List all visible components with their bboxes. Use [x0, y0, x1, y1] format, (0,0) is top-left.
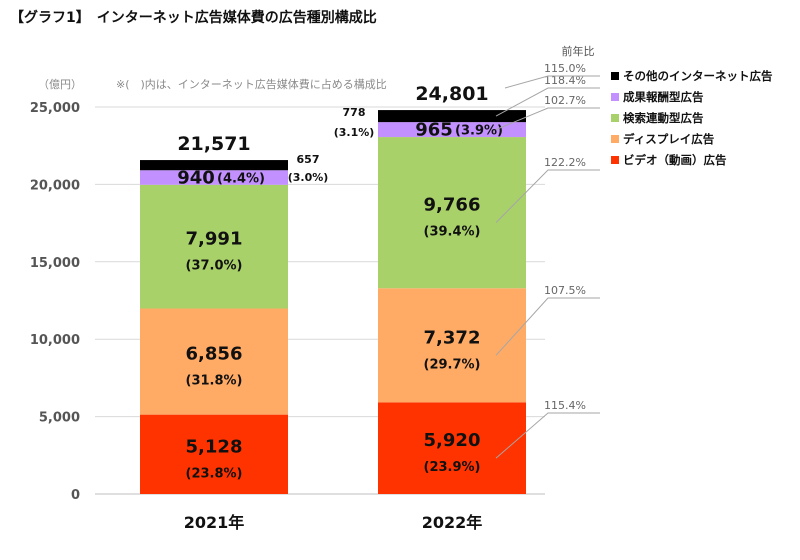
- yoy-leader-video: [495, 412, 600, 459]
- segment-value-label: 7,372: [424, 327, 481, 348]
- yoy-leader-search: [495, 169, 600, 224]
- yoy-label-display: 107.5%: [544, 284, 586, 297]
- legend-swatch-search: [611, 114, 619, 122]
- legend-label-display: ディスプレイ広告: [623, 132, 715, 146]
- y-tick-label: 0: [71, 488, 80, 503]
- yoy-label-other: 118.4%: [544, 74, 586, 87]
- chart-title: 【グラフ1】 インターネット広告媒体費の広告種別構成比: [10, 9, 377, 26]
- bar-segment-video-1: [140, 414, 288, 494]
- yoy-label-performance: 102.7%: [544, 94, 586, 107]
- yoy-label-total: 115.0%: [544, 62, 586, 75]
- segment-share-label: (29.7%): [424, 357, 481, 372]
- bar-segment-display-1: [140, 308, 288, 415]
- x-category-label: 2022年: [422, 513, 483, 532]
- legend-label-performance: 成果報酬型広告: [623, 90, 704, 104]
- bar-total-label: 21,571: [177, 133, 250, 155]
- other-share-label: (3.1%): [334, 126, 375, 139]
- bar-segment-other-1: [140, 160, 288, 171]
- yoy-leaders: 115.4% 107.5% 122.2% 102.7% 118.4%115.0%: [495, 62, 600, 459]
- segment-share-label: (31.8%): [186, 374, 243, 389]
- yoy-label-search: 122.2%: [544, 156, 586, 169]
- segment-value-label: 9,766: [424, 195, 481, 216]
- yoy-leader-other: [495, 87, 600, 117]
- yoy-leader-performance: [495, 107, 600, 131]
- y-tick-label: 15,000: [30, 256, 80, 271]
- bar-segment-performance-2: [378, 122, 526, 138]
- yoy-header: 前年比: [562, 44, 595, 58]
- bars: [140, 110, 526, 494]
- y-tick-label: 20,000: [30, 178, 80, 193]
- segment-value-label: 5,920: [424, 430, 481, 451]
- yoy-leader-total: [504, 75, 600, 89]
- legend-label-video: ビデオ（動画）広告: [623, 153, 727, 167]
- segment-share-label: (37.0%): [186, 259, 243, 274]
- legend-swatch-display: [611, 135, 619, 143]
- legend-swatch-video: [611, 156, 619, 164]
- segment-share-label: (23.8%): [186, 466, 243, 481]
- y-tick-label: 25,000: [30, 101, 80, 116]
- share-note: ※( )内は、インターネット広告媒体費に占める構成比: [116, 77, 387, 91]
- segment-value-label: 965: [415, 120, 453, 141]
- unit-label: （億円）: [38, 78, 82, 91]
- yoy-leader-display: [495, 297, 600, 356]
- segment-share-label: (4.4%): [217, 172, 265, 187]
- other-value-label: 778: [343, 106, 366, 119]
- legend-label-other: その他のインターネット広告: [623, 69, 773, 83]
- bar-segment-search-2: [378, 137, 526, 289]
- y-axis: 0 5,000 10,000 15,000 20,000 25,000: [30, 101, 80, 503]
- legend-swatch-other: [611, 72, 619, 80]
- other-value-label: 657: [297, 153, 320, 166]
- segment-value-label: 940: [177, 168, 215, 189]
- segment-value-label: 5,128: [186, 436, 243, 457]
- segment-share-label: (23.9%): [424, 460, 481, 475]
- bar-total-label: 24,801: [415, 83, 488, 105]
- bar-segment-other-2: [378, 110, 526, 123]
- x-category-label: 2021年: [184, 513, 245, 532]
- legend-swatch-performance: [611, 93, 619, 101]
- y-tick-label: 10,000: [30, 333, 80, 348]
- segment-share-label: (3.9%): [455, 124, 503, 139]
- segment-share-label: (39.4%): [424, 225, 481, 240]
- y-tick-label: 5,000: [39, 411, 80, 426]
- bar-segment-display-2: [378, 288, 526, 403]
- bar-segment-performance-1: [140, 170, 288, 185]
- segment-value-label: 6,856: [186, 344, 243, 365]
- segment-value-label: 7,991: [186, 229, 243, 250]
- bar-segment-video-2: [378, 402, 526, 494]
- data-labels: 2021年 21,571 2022年 24,801 5,128 (23.8%) 6,856 (…: [177, 83, 503, 532]
- yoy-label-video: 115.4%: [544, 399, 586, 412]
- legend: その他のインターネット広告成果報酬型広告検索連動型広告ディスプレイ広告ビデオ（動…: [611, 69, 773, 167]
- other-share-label: (3.0%): [288, 171, 329, 184]
- bar-segment-search-1: [140, 184, 288, 309]
- legend-label-search: 検索連動型広告: [623, 111, 704, 125]
